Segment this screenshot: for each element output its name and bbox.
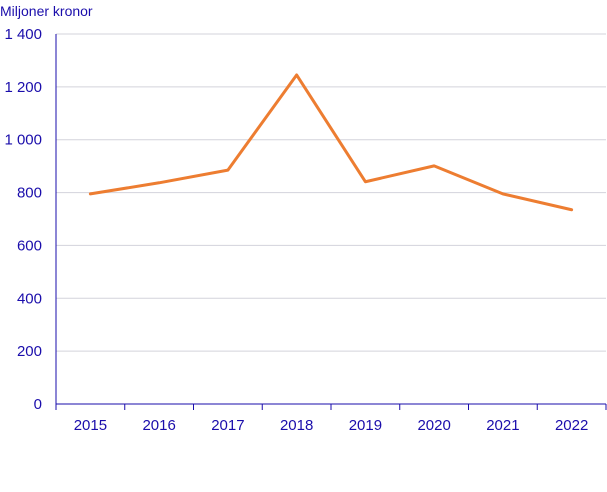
data-point bbox=[89, 192, 92, 195]
x-tick-label: 2018 bbox=[280, 417, 313, 434]
x-axis-ticks: 2015 2016 2017 2018 2019 2020 2021 2022 bbox=[55, 404, 607, 434]
y-axis-title: Miljoner kronor bbox=[0, 3, 93, 19]
x-tick-label: 2022 bbox=[555, 417, 588, 434]
x-tick-label: 2021 bbox=[486, 417, 519, 434]
series-line bbox=[88, 73, 574, 212]
x-tick-label: 2015 bbox=[74, 417, 107, 434]
axes bbox=[55, 34, 606, 405]
y-axis-ticks: 0 200 400 600 800 1 000 1 200 1 400 bbox=[4, 26, 42, 413]
y-tick-label: 0 bbox=[34, 396, 42, 413]
y-tick-label: 600 bbox=[17, 237, 42, 254]
y-tick-label: 1 400 bbox=[4, 26, 42, 43]
y-tick-label: 800 bbox=[17, 185, 42, 202]
series-group bbox=[88, 73, 574, 212]
x-tick-label: 2020 bbox=[417, 417, 450, 434]
y-tick-label: 200 bbox=[17, 343, 42, 360]
x-tick-label: 2017 bbox=[211, 417, 244, 434]
x-tick-label: 2019 bbox=[349, 417, 382, 434]
data-point bbox=[226, 169, 229, 172]
data-point bbox=[364, 180, 367, 183]
gridlines bbox=[56, 33, 606, 352]
data-point bbox=[501, 192, 504, 195]
data-point bbox=[295, 73, 298, 76]
y-tick-label: 1 200 bbox=[4, 79, 42, 96]
x-tick-label: 2016 bbox=[142, 417, 175, 434]
y-tick-label: 400 bbox=[17, 290, 42, 307]
data-point bbox=[570, 208, 573, 211]
data-point bbox=[158, 181, 161, 184]
y-tick-label: 1 000 bbox=[4, 132, 42, 149]
data-point bbox=[433, 164, 436, 167]
